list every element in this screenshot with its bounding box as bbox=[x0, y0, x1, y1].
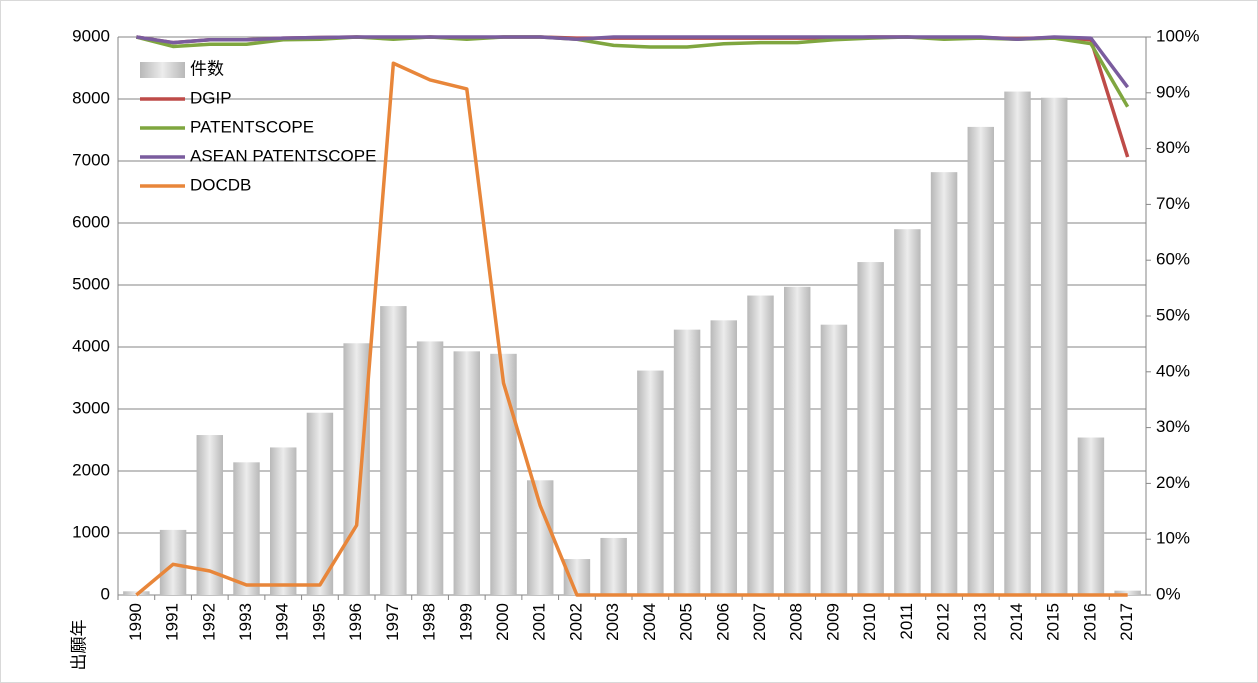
bar bbox=[343, 343, 370, 595]
x-tick-label: 1999 bbox=[456, 603, 475, 641]
bar bbox=[306, 412, 334, 595]
x-tick-label: 2000 bbox=[493, 603, 512, 641]
y2-tick-label: 90% bbox=[1156, 82, 1190, 101]
x-tick-label: 2012 bbox=[934, 603, 953, 641]
y2-tick-label: 20% bbox=[1156, 473, 1190, 492]
x-tick-label: 1996 bbox=[346, 603, 365, 641]
y2-tick-label: 80% bbox=[1156, 138, 1190, 157]
bar bbox=[453, 351, 481, 595]
bar bbox=[380, 306, 407, 595]
bar bbox=[820, 324, 848, 595]
x-axis-label: 出願年 bbox=[69, 620, 88, 671]
x-tick-label: 2013 bbox=[970, 603, 989, 641]
legend-label: DGIP bbox=[190, 88, 232, 107]
x-tick-label: 2008 bbox=[787, 603, 806, 641]
bar bbox=[159, 529, 187, 595]
x-tick-label: 2002 bbox=[566, 603, 585, 641]
bar bbox=[416, 341, 444, 595]
y2-tick-label: 10% bbox=[1156, 529, 1190, 548]
x-tick-label: 2017 bbox=[1117, 603, 1136, 641]
bar bbox=[857, 262, 884, 595]
x-tick-label: 2014 bbox=[1007, 603, 1026, 641]
x-tick-label: 2010 bbox=[860, 603, 879, 641]
y2-tick-label: 70% bbox=[1156, 194, 1190, 213]
legend-label: PATENTSCOPE bbox=[190, 117, 314, 136]
x-tick-label: 1995 bbox=[309, 603, 328, 641]
y-tick-label: 6000 bbox=[72, 212, 110, 231]
bar bbox=[967, 126, 995, 596]
bar bbox=[1077, 437, 1105, 595]
bar bbox=[269, 447, 297, 595]
x-tick-label: 2009 bbox=[823, 603, 842, 641]
y-tick-label: 3000 bbox=[72, 398, 110, 417]
bar bbox=[710, 320, 738, 595]
x-tick-label: 2005 bbox=[677, 603, 696, 641]
y2-tick-label: 60% bbox=[1156, 250, 1190, 269]
x-tick-label: 1991 bbox=[163, 603, 182, 641]
bar bbox=[1004, 91, 1031, 595]
bar bbox=[526, 480, 554, 595]
y2-tick-label: 100% bbox=[1156, 26, 1199, 45]
bar bbox=[783, 286, 811, 595]
y-tick-label: 8000 bbox=[72, 88, 110, 107]
legend-label: ASEAN PATENTSCOPE bbox=[190, 146, 376, 165]
legend-label: DOCDB bbox=[190, 175, 251, 194]
x-tick-label: 1990 bbox=[126, 603, 145, 641]
y-tick-label: 2000 bbox=[72, 460, 110, 479]
x-tick-label: 2003 bbox=[603, 603, 622, 641]
bar bbox=[600, 537, 627, 595]
x-tick-label: 2001 bbox=[530, 603, 549, 641]
x-tick-label: 2015 bbox=[1044, 603, 1063, 641]
bar bbox=[894, 229, 921, 595]
bar bbox=[673, 329, 701, 595]
bar bbox=[490, 353, 517, 595]
y-tick-label: 5000 bbox=[72, 274, 110, 293]
y-tick-label: 0 bbox=[101, 584, 110, 603]
legend-label: 件数 bbox=[190, 59, 224, 78]
y2-tick-label: 30% bbox=[1156, 417, 1190, 436]
y-tick-label: 9000 bbox=[72, 26, 110, 45]
bar bbox=[637, 370, 664, 595]
x-tick-label: 2007 bbox=[750, 603, 769, 641]
x-tick-label: 2006 bbox=[713, 603, 732, 641]
bar bbox=[1114, 590, 1141, 595]
bar bbox=[747, 295, 774, 595]
y2-tick-label: 50% bbox=[1156, 305, 1190, 324]
x-tick-label: 2011 bbox=[897, 603, 916, 640]
x-tick-label: 1998 bbox=[420, 603, 439, 641]
x-tick-label: 1997 bbox=[383, 603, 402, 641]
y2-tick-label: 40% bbox=[1156, 361, 1190, 380]
line-series bbox=[135, 61, 1128, 597]
x-tick-label: 2004 bbox=[640, 603, 659, 641]
x-tick-label: 1994 bbox=[273, 603, 292, 641]
y-tick-label: 1000 bbox=[72, 522, 110, 541]
line-series bbox=[136, 35, 1130, 89]
x-tick-label: 2016 bbox=[1080, 603, 1099, 641]
y2-tick-label: 0% bbox=[1156, 584, 1181, 603]
bar bbox=[1040, 97, 1068, 595]
legend-swatch bbox=[140, 62, 185, 78]
bar bbox=[233, 462, 260, 595]
bar bbox=[930, 172, 958, 595]
x-tick-label: 1993 bbox=[236, 603, 255, 641]
y-tick-label: 4000 bbox=[72, 336, 110, 355]
x-tick-label: 1992 bbox=[199, 603, 218, 641]
y-tick-label: 7000 bbox=[72, 150, 110, 169]
